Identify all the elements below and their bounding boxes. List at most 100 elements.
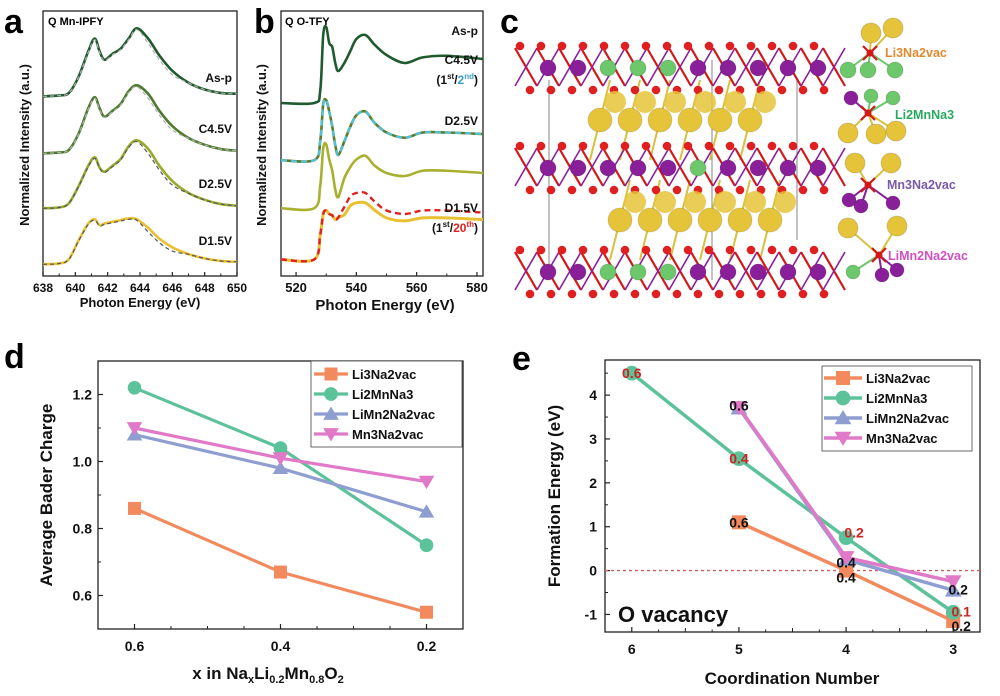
marker-circle xyxy=(945,604,961,620)
atom-li xyxy=(885,90,901,106)
x-tick-label: 580 xyxy=(466,280,488,295)
xlabel-part: x in Na xyxy=(192,664,248,683)
atom-o xyxy=(609,185,619,195)
y-axis-label: Formation Energy (eV) xyxy=(545,405,564,587)
legend: Li3Na2vac Li2MnNa3 LiMn2Na2vac Mn3Na2vac xyxy=(310,360,463,448)
motif-label: LiMn2Na2vac xyxy=(888,249,968,263)
marker-triangle-down xyxy=(272,452,289,466)
atom-o xyxy=(546,185,556,195)
atom-mn xyxy=(689,59,707,77)
y-tick-label: 1.2 xyxy=(73,387,93,403)
atom-o xyxy=(567,85,577,95)
atom-o xyxy=(515,41,525,51)
atom-o xyxy=(662,141,672,151)
cycle-label: (1st/2nd) xyxy=(436,72,478,87)
series-label: C4.5V xyxy=(199,122,232,136)
atom-o xyxy=(641,245,651,255)
marker-triangle-down xyxy=(837,551,855,566)
atom-mn xyxy=(809,263,827,281)
atom-na xyxy=(727,207,753,233)
atom-o xyxy=(630,85,640,95)
atom-na xyxy=(664,91,686,113)
motif-label: Li3Na2vac xyxy=(885,46,947,60)
marker-triangle-up xyxy=(418,504,435,518)
atom-mn xyxy=(569,159,587,177)
atom-o xyxy=(620,245,630,255)
point-label: 0.4 xyxy=(836,570,856,586)
atom-li xyxy=(845,264,861,280)
tm-o-bond xyxy=(558,47,582,87)
atom-mn xyxy=(889,262,905,278)
atom-o xyxy=(809,245,819,255)
atom-o xyxy=(515,245,525,255)
atom-li xyxy=(599,59,617,77)
tm-o-bond xyxy=(756,147,780,187)
atom-o xyxy=(746,141,756,151)
y-tick-label: -1 xyxy=(585,606,598,622)
atom-o xyxy=(588,85,598,95)
x-tick-label: 642 xyxy=(98,281,118,295)
atom-o xyxy=(777,85,787,95)
atom-o xyxy=(536,141,546,151)
atom-mn xyxy=(539,263,557,281)
atom-o xyxy=(567,185,577,195)
y-tick-label: 1.0 xyxy=(73,454,93,470)
atom-mn xyxy=(809,159,827,177)
atom-o xyxy=(557,141,567,151)
spectrum-asp xyxy=(280,24,484,106)
atom-na xyxy=(654,191,676,213)
atom-li xyxy=(859,61,877,79)
atom-na xyxy=(774,191,796,213)
atom-na xyxy=(724,91,746,113)
atom-o xyxy=(536,245,546,255)
atom-mn xyxy=(659,159,677,177)
cycle-sup: st xyxy=(447,72,454,81)
atom-na xyxy=(694,91,716,113)
series-line xyxy=(133,506,427,614)
atom-mn xyxy=(885,195,901,211)
tm-o-bond xyxy=(514,147,538,187)
atom-o xyxy=(767,41,777,51)
cycle-sup: st xyxy=(443,220,450,229)
xlabel-part: Li xyxy=(254,664,269,683)
atom-o xyxy=(641,141,651,151)
spectrum-c45v xyxy=(42,83,238,155)
marker-circle xyxy=(838,530,854,546)
atom-li xyxy=(839,61,857,79)
atom-o xyxy=(662,41,672,51)
tm-o-bond xyxy=(668,147,692,187)
marker-circle xyxy=(419,538,434,553)
marker-triangle-down xyxy=(944,575,962,590)
atom-mn xyxy=(689,263,707,281)
atom-na xyxy=(607,207,633,233)
atom-mn xyxy=(539,159,557,177)
atom-o xyxy=(557,245,567,255)
atom-o xyxy=(578,141,588,151)
series-li2mnna3 xyxy=(127,380,434,553)
atom-o xyxy=(693,289,703,299)
atom-o xyxy=(515,141,525,151)
atom-li xyxy=(689,159,707,177)
atom-o xyxy=(746,41,756,51)
atom-na xyxy=(697,207,723,233)
cycle-second: 20 xyxy=(453,221,467,235)
atom-o xyxy=(578,245,588,255)
series-mn3na2vac xyxy=(126,422,435,490)
marker-circle xyxy=(835,390,851,406)
atom-mn xyxy=(749,263,767,281)
marker-circle xyxy=(324,387,338,401)
marker-square xyxy=(839,563,854,578)
reference-dashed-line xyxy=(42,140,238,209)
atom-o xyxy=(819,185,829,195)
tm-o-bond xyxy=(514,47,538,87)
atom-o xyxy=(588,185,598,195)
atom-na xyxy=(684,191,706,213)
atom-o-center xyxy=(864,109,872,117)
x-tick-label: 3 xyxy=(949,641,957,657)
atom-o xyxy=(525,185,535,195)
marker-square xyxy=(274,565,287,579)
tm-o-bond xyxy=(756,251,780,291)
tm-o-bond xyxy=(580,47,604,87)
atom-o xyxy=(672,185,682,195)
atom-o xyxy=(746,245,756,255)
